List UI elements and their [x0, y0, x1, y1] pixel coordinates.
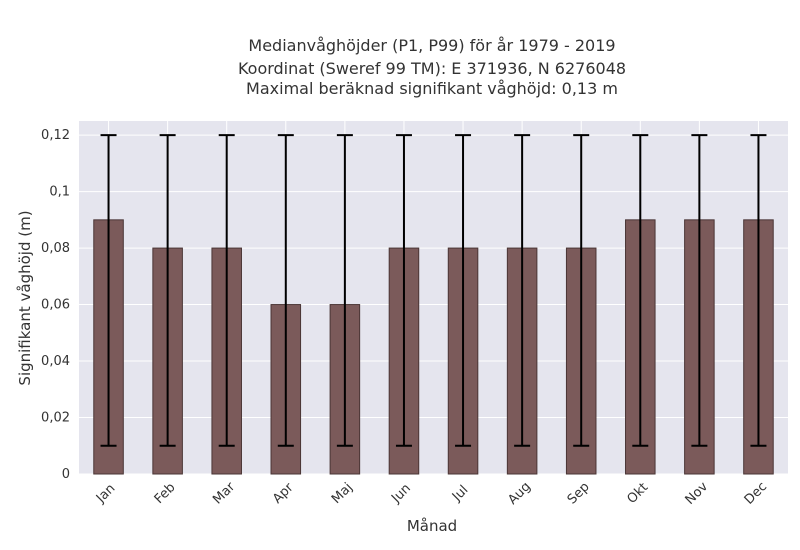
x-axis-title: Månad	[407, 517, 457, 535]
y-tick-label: 0,12	[41, 128, 70, 143]
error-bar-sep	[573, 134, 590, 447]
error-bar-apr	[277, 134, 294, 447]
x-axis-ticks: Jan Feb Mar Apr Maj Jun Jul Aug Sep Okt Nov Dec	[93, 479, 770, 508]
x-tick-label: Jun	[388, 481, 414, 507]
y-axis-ticks: 0 0,02 0,04 0,06 0,08 0,1 0,12	[41, 128, 70, 482]
error-bar-aug	[514, 134, 531, 447]
error-bar-jun	[395, 134, 412, 447]
y-tick-label: 0,02	[41, 411, 70, 426]
error-bar-okt	[632, 134, 649, 447]
error-bar-nov	[691, 134, 708, 447]
x-tick-label: Aug	[505, 479, 534, 508]
chart-title-line-3: Maximal beräknad signifikant våghöjd: 0,…	[246, 79, 618, 98]
y-tick-label: 0,1	[49, 185, 70, 200]
x-tick-label: Dec	[742, 479, 770, 507]
x-tick-label: Feb	[152, 480, 179, 507]
error-bar-dec	[750, 134, 767, 447]
x-tick-label: Okt	[624, 480, 651, 507]
chart-title-line-1: Medianvåghöjder (P1, P99) för år 1979 - …	[248, 36, 615, 55]
y-axis-title: Signifikant våghöjd (m)	[16, 210, 34, 385]
y-tick-label: 0,08	[41, 241, 70, 256]
error-bar-maj	[336, 134, 353, 447]
error-bar-mar	[218, 134, 235, 447]
chart-title-line-2: Koordinat (Sweref 99 TM): E 371936, N 62…	[238, 59, 626, 78]
x-tick-label: Maj	[329, 480, 356, 507]
x-tick-label: Jul	[449, 483, 471, 505]
error-bar-jan	[100, 134, 117, 447]
x-tick-label: Sep	[565, 480, 593, 508]
x-tick-label: Apr	[270, 480, 297, 507]
y-tick-label: 0,04	[41, 354, 70, 369]
chart-title: Medianvåghöjder (P1, P99) för år 1979 - …	[238, 36, 626, 98]
x-tick-label: Jan	[93, 481, 118, 506]
x-tick-label: Mar	[210, 479, 238, 507]
error-bar-jul	[455, 134, 472, 447]
x-tick-label: Nov	[683, 479, 712, 508]
y-tick-label: 0,06	[41, 298, 70, 313]
error-bars	[100, 134, 767, 447]
y-tick-label: 0	[62, 467, 70, 482]
plot-area	[79, 121, 788, 474]
error-bar-feb	[159, 134, 176, 447]
